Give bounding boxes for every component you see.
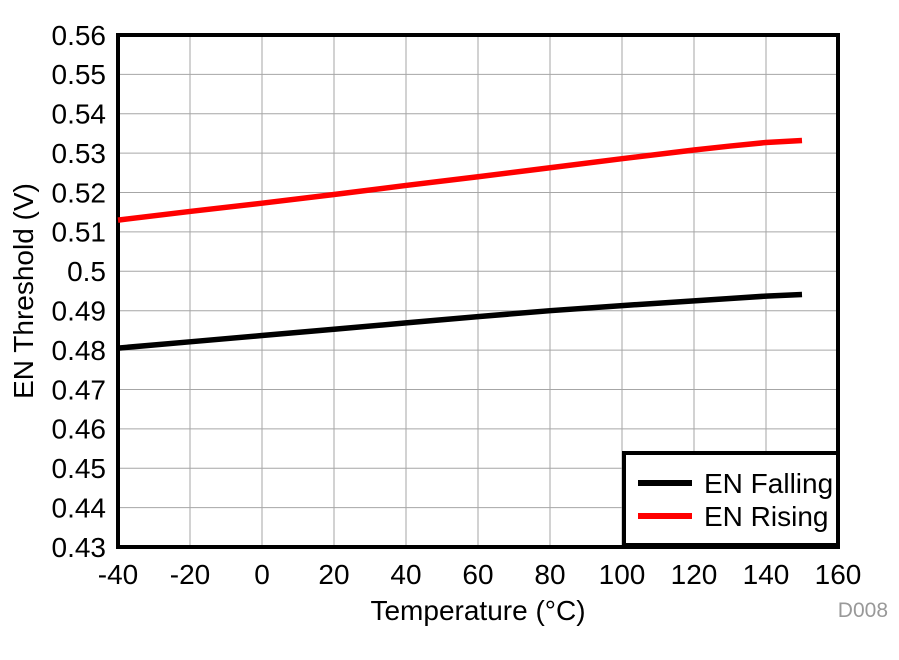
y-tick-label: 0.47: [52, 374, 107, 405]
x-tick-label: 120: [671, 559, 718, 590]
x-tick-label: 40: [390, 559, 421, 590]
y-tick-label: 0.55: [52, 59, 107, 90]
series-line-en-rising: [117, 137, 803, 223]
x-tick-label: 100: [599, 559, 646, 590]
x-tick-label: 140: [743, 559, 790, 590]
plot-border: [116, 33, 840, 549]
x-tick-label: 80: [534, 559, 565, 590]
x-tick-label: -20: [170, 559, 210, 590]
y-tick-label: 0.53: [52, 138, 107, 169]
y-tick-label: 0.54: [52, 99, 107, 130]
y-tick-label: 0.56: [52, 20, 107, 51]
x-tick-label: 20: [318, 559, 349, 590]
y-tick-label: 0.5: [67, 256, 106, 287]
legend-label-en-falling: EN Falling: [704, 468, 833, 499]
figure-id-watermark: D008: [837, 599, 888, 622]
y-tick-label: 0.44: [52, 492, 107, 523]
y-tick-label: 0.46: [52, 414, 107, 445]
y-tick-label: 0.48: [52, 335, 107, 366]
legend-box: [622, 451, 840, 547]
y-tick-label: 0.51: [52, 217, 107, 248]
y-tick-label: 0.43: [52, 532, 107, 563]
x-tick-label: 60: [462, 559, 493, 590]
y-tick-label: 0.49: [52, 295, 107, 326]
series-line-en-falling: [117, 291, 803, 351]
legend-label-en-rising: EN Rising: [704, 501, 828, 532]
y-axis-title: EN Threshold (V): [8, 183, 39, 399]
x-tick-label: 160: [815, 559, 862, 590]
x-tick-label: 0: [254, 559, 270, 590]
x-tick-label: -40: [98, 559, 138, 590]
y-tick-label: 0.45: [52, 453, 107, 484]
x-axis-title: Temperature (°C): [370, 595, 586, 626]
y-tick-label: 0.52: [52, 177, 107, 208]
